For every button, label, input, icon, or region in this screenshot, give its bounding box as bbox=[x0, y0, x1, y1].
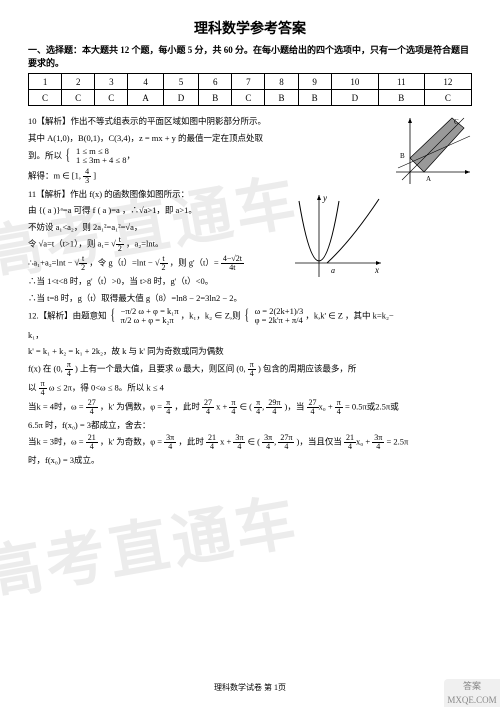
cell: 7 bbox=[232, 74, 265, 90]
line: 11【解析】作出 f(x) 的函数图像如图所示： bbox=[28, 187, 472, 201]
cell: 8 bbox=[265, 74, 298, 90]
svg-text:A: A bbox=[426, 175, 431, 183]
line: f(x) 在 (0, π4 ) 上有一个最大值，且要求 ω 最大，则区间 (0,… bbox=[28, 361, 472, 378]
line: ∴当 t=8 时，g（t）取得最大值 g（8）=ln8 − 2=3ln2 − 2… bbox=[28, 291, 472, 305]
page-content: 理科数学参考答案 一、选择题：本大题共 12 个题，每小题 5 分，共 60 分… bbox=[0, 0, 500, 487]
line: 不妨设 a₁<a₂，则 2a₁²=a₁²=√a， bbox=[28, 220, 472, 234]
cell: D bbox=[163, 90, 198, 106]
line: 当k = 3时，ω = 214 ，k' 为奇数，φ = 3π4 ，此时 214 … bbox=[28, 434, 472, 451]
line: 令 √a=t（t>1），则 a₁= √t2 ，a₂=lnt。 bbox=[28, 236, 472, 253]
solution-content: A B C 10【解析】作出不等式组表示的平面区域如图中阴影部分所示。 其中 A… bbox=[28, 114, 472, 467]
svg-text:B: B bbox=[400, 152, 405, 160]
svg-text:C: C bbox=[454, 118, 459, 126]
corner-badge: 答案MXQE.COM bbox=[444, 679, 500, 707]
cell: 4 bbox=[128, 74, 163, 90]
line: k' = k₁ + k₂ = k₁ + 2k₂，故 k 与 k' 同为奇数或同为… bbox=[28, 344, 472, 358]
line: 以 π4 ω ≤ 2π，得 0<ω ≤ 8。所以 k ≤ 4 bbox=[28, 380, 472, 397]
cell: 1 bbox=[29, 74, 62, 90]
cell: B bbox=[265, 90, 298, 106]
line: 6.5π 时，f(x₀) = 3都成立，舍去： bbox=[28, 418, 472, 432]
cell: 11 bbox=[378, 74, 424, 90]
cell: 12 bbox=[424, 74, 471, 90]
cell: 6 bbox=[199, 74, 232, 90]
line: 12.【解析】由题意知 { −π/2 ω + φ = k₁π π/2 ω + φ… bbox=[28, 307, 472, 326]
cell: 9 bbox=[298, 74, 331, 90]
svg-text:x: x bbox=[374, 265, 379, 275]
cell: C bbox=[62, 90, 95, 106]
line: ∴当 1<t<8 时，g'（t）>0，当 t>8 时，g'（t）<0。 bbox=[28, 274, 472, 288]
answer-table: 1 2 3 4 5 6 7 8 9 10 11 12 C C C A D B C… bbox=[28, 73, 472, 106]
cell: 2 bbox=[62, 74, 95, 90]
table-row-header: 1 2 3 4 5 6 7 8 9 10 11 12 bbox=[29, 74, 472, 90]
cell: B bbox=[378, 90, 424, 106]
cell: D bbox=[331, 90, 378, 106]
line: k₁， bbox=[28, 328, 472, 342]
cell: B bbox=[298, 90, 331, 106]
watermark-2: 高考直通车 bbox=[0, 473, 305, 614]
line: 由 {( a )}ᵃ=a 可得 f ( a )=a ，∴√a>1，即 a>1。 bbox=[28, 203, 472, 217]
cell: A bbox=[128, 90, 163, 106]
diagram-parabola: x y a bbox=[289, 191, 384, 281]
cell: C bbox=[29, 90, 62, 106]
cell: C bbox=[424, 90, 471, 106]
page-footer: 理科数学试卷 第 1页 bbox=[0, 682, 500, 693]
cell: C bbox=[95, 90, 128, 106]
table-row-answers: C C C A D B C B B D B C bbox=[29, 90, 472, 106]
line: 当k = 4时，ω = 274 ，k' 为偶数，φ = π4 ，此时 274 x… bbox=[28, 399, 472, 416]
svg-text:a: a bbox=[331, 266, 335, 275]
line: 时，f(x₀) = 3成立。 bbox=[28, 453, 472, 467]
cell: 10 bbox=[331, 74, 378, 90]
section-heading: 一、选择题：本大题共 12 个题，每小题 5 分，共 60 分。在每小题给出的四… bbox=[28, 44, 472, 69]
main-title: 理科数学参考答案 bbox=[28, 18, 472, 38]
cell: B bbox=[199, 90, 232, 106]
cell: 5 bbox=[163, 74, 198, 90]
cell: 3 bbox=[95, 74, 128, 90]
cell: C bbox=[232, 90, 265, 106]
svg-text:y: y bbox=[322, 193, 327, 203]
line: ∴a₁+a₂=lnt − √t2 ，令 g（t）=lnt − √t2 ，则 g'… bbox=[28, 255, 472, 272]
diagram-region-plot: A B C bbox=[392, 116, 472, 186]
